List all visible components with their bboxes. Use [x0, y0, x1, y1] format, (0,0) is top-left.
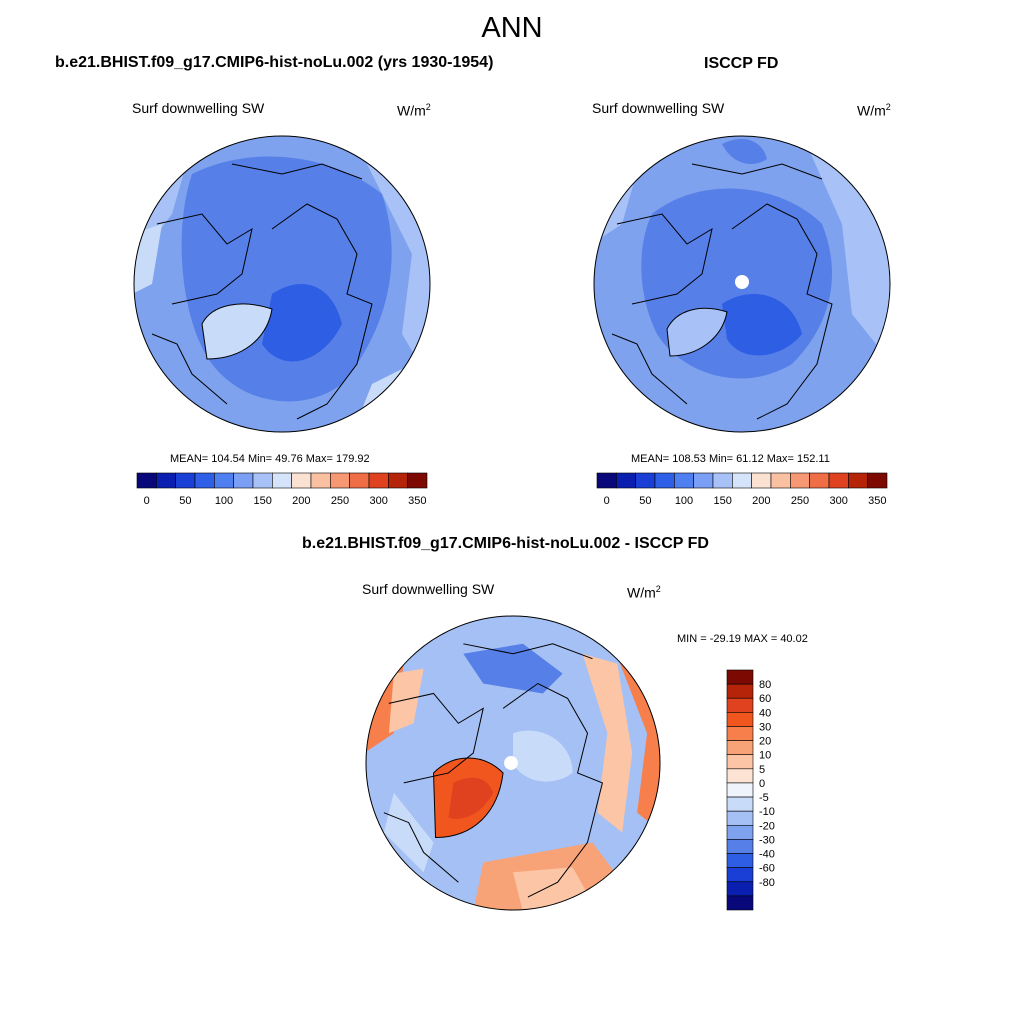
- colorbar-box: [726, 726, 754, 741]
- colorbar-label: 50: [639, 495, 651, 507]
- colorbar-box: [751, 472, 772, 489]
- panel-obs-units: W/m2: [857, 102, 891, 119]
- obs-colorbar: 0 50 100 150 200 250 300 350: [596, 472, 888, 507]
- panel-model-stats: MEAN= 104.54 Min= 49.76 Max= 179.92: [170, 453, 370, 465]
- colorbar-box: [790, 472, 810, 489]
- colorbar-label: 300: [829, 495, 847, 507]
- model-colorbar: 0 50 100 150 200 250 300 350: [136, 472, 428, 507]
- panel-obs-variable: Surf downwelling SW: [592, 100, 725, 116]
- colorbar-box: [156, 472, 176, 489]
- model-polar-map: [133, 135, 431, 433]
- colorbar-label: 80: [759, 679, 771, 691]
- panel-model-heading: b.e21.BHIST.f09_g17.CMIP6-hist-noLu.002 …: [55, 54, 494, 71]
- obs-polar-map: [593, 135, 891, 433]
- diff-colorbar: 80 60 40 30 20 10 5 0 -5 -10 -20 -30 -40 -60 -80: [726, 669, 775, 911]
- colorbar-label: 100: [675, 495, 693, 507]
- colorbar-label: 0: [759, 778, 765, 790]
- colorbar-label: 20: [759, 736, 771, 748]
- colorbar-label: 30: [759, 721, 771, 733]
- colorbar-box: [726, 754, 754, 770]
- colorbar-label: 150: [253, 495, 271, 507]
- colorbar-label: 40: [759, 707, 771, 719]
- colorbar-box: [726, 669, 754, 685]
- diff-polar-map: [365, 615, 661, 911]
- colorbar-box: [726, 697, 754, 713]
- colorbar-box: [726, 782, 754, 798]
- colorbar-box: [726, 810, 754, 826]
- colorbar-label: 100: [215, 495, 233, 507]
- colorbar-box: [272, 472, 292, 489]
- colorbar-box: [726, 867, 754, 883]
- colorbar-box: [136, 472, 157, 489]
- colorbar-label: 5: [759, 764, 765, 776]
- colorbar-label: 0: [144, 495, 150, 507]
- figure-title: ANN: [481, 12, 543, 44]
- colorbar-label: 250: [331, 495, 349, 507]
- colorbar-box: [388, 472, 408, 489]
- colorbar-label: 200: [752, 495, 770, 507]
- colorbar-box: [407, 472, 428, 489]
- colorbar-box: [726, 824, 754, 840]
- colorbar-box: [654, 472, 675, 489]
- panel-model-units: W/m2: [397, 102, 431, 119]
- colorbar-box: [349, 472, 370, 489]
- panel-diff-stats: MIN = -29.19 MAX = 40.02: [677, 633, 808, 645]
- colorbar-box: [726, 881, 754, 897]
- colorbar-label: 150: [713, 495, 731, 507]
- colorbar-box: [194, 472, 215, 489]
- colorbar-box: [726, 683, 754, 699]
- panel-obs-heading: ISCCP FD: [704, 55, 779, 72]
- colorbar-box: [214, 472, 234, 489]
- colorbar-box: [848, 472, 868, 489]
- colorbar-label: 10: [759, 750, 771, 762]
- colorbar-label: -30: [759, 834, 775, 846]
- colorbar-box: [175, 472, 196, 489]
- colorbar-box: [726, 839, 754, 854]
- colorbar-box: [726, 712, 754, 727]
- colorbar-box: [596, 472, 617, 489]
- colorbar-box: [726, 853, 754, 868]
- colorbar-label: -20: [759, 820, 775, 832]
- colorbar-box: [291, 472, 312, 489]
- panel-model-variable: Surf downwelling SW: [132, 100, 265, 116]
- panel-diff-heading: b.e21.BHIST.f09_g17.CMIP6-hist-noLu.002 …: [302, 535, 709, 552]
- panel-diff-variable: Surf downwelling SW: [362, 581, 495, 597]
- colorbar-box: [867, 472, 888, 489]
- colorbar-box: [330, 472, 350, 489]
- colorbar-label: 300: [369, 495, 387, 507]
- colorbar-label: 50: [179, 495, 191, 507]
- colorbar-box: [770, 472, 791, 489]
- colorbar-label: -60: [759, 863, 775, 875]
- panel-obs-stats: MEAN= 108.53 Min= 61.12 Max= 152.11: [631, 453, 830, 465]
- colorbar-label: 0: [604, 495, 610, 507]
- colorbar-label: 60: [759, 693, 771, 705]
- colorbar-box: [732, 472, 752, 489]
- colorbar-box: [635, 472, 656, 489]
- colorbar-label: -40: [759, 849, 775, 861]
- colorbar-box: [233, 472, 254, 489]
- colorbar-box: [712, 472, 733, 489]
- colorbar-box: [726, 895, 754, 911]
- colorbar-box: [368, 472, 389, 489]
- colorbar-label: -80: [759, 877, 775, 889]
- colorbar-box: [674, 472, 694, 489]
- colorbar-box: [693, 472, 714, 489]
- colorbar-box: [616, 472, 636, 489]
- colorbar-box: [726, 796, 754, 812]
- colorbar-box: [252, 472, 273, 489]
- colorbar-label: 250: [791, 495, 809, 507]
- colorbar-label: -10: [759, 806, 775, 818]
- colorbar-box: [809, 472, 830, 489]
- colorbar-label: 350: [408, 495, 426, 507]
- colorbar-label: -5: [759, 792, 769, 804]
- colorbar-label: 350: [868, 495, 886, 507]
- colorbar-box: [310, 472, 331, 489]
- colorbar-box: [726, 768, 754, 784]
- panel-diff-units: W/m2: [627, 584, 661, 601]
- colorbar-box: [726, 740, 754, 756]
- colorbar-label: 200: [292, 495, 310, 507]
- colorbar-box: [828, 472, 849, 489]
